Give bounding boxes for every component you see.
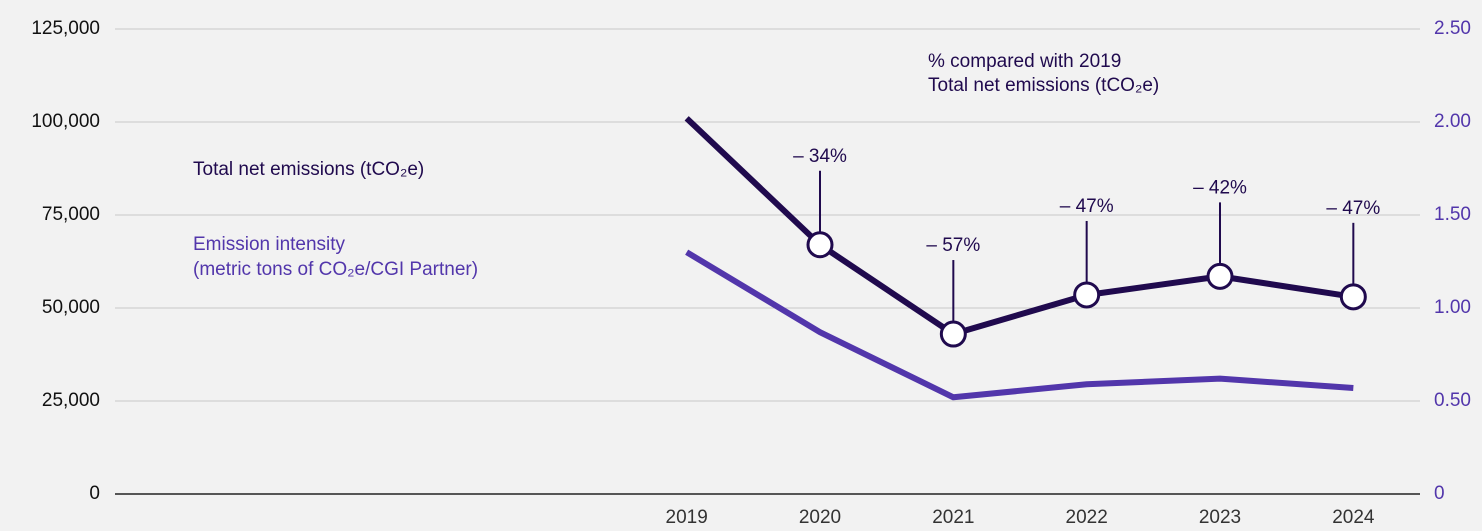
y2-tick-label: 0 — [1434, 483, 1445, 504]
x-tick-label: 2020 — [799, 507, 841, 528]
legend-label: (metric tons of CO₂e/CGI Partner) — [193, 259, 478, 280]
marker — [806, 231, 834, 259]
legend-label: Emission intensity — [193, 234, 346, 255]
change-label: – 57% — [926, 235, 980, 256]
y-tick-label: 0 — [89, 483, 100, 504]
x-tick-label: 2022 — [1066, 507, 1108, 528]
x-tick-label: 2021 — [932, 507, 974, 528]
marker — [939, 320, 967, 348]
y-tick-label: 50,000 — [42, 297, 100, 318]
y2-tick-label: 2.00 — [1434, 111, 1471, 132]
change-label: – 42% — [1193, 177, 1247, 198]
y-tick-label: 25,000 — [42, 390, 100, 411]
change-label: – 34% — [793, 146, 847, 167]
y-tick-label: 100,000 — [31, 111, 100, 132]
y2-tick-label: 2.50 — [1434, 18, 1471, 39]
y-tick-label: 125,000 — [31, 18, 100, 39]
change-label: – 47% — [1326, 198, 1380, 219]
legend-label: Total net emissions (tCO₂e) — [193, 159, 424, 180]
series-line — [684, 116, 1354, 338]
y2-tick-label: 1.50 — [1434, 204, 1471, 225]
x-tick-label: 2023 — [1199, 507, 1241, 528]
change-label: – 47% — [1060, 196, 1114, 217]
y-tick-label: 75,000 — [42, 204, 100, 225]
y2-tick-label: 1.00 — [1434, 297, 1471, 318]
x-tick-label: 2019 — [666, 507, 708, 528]
marker — [1206, 262, 1234, 290]
marker — [1073, 281, 1101, 309]
series-line — [685, 249, 1354, 401]
x-tick-label: 2024 — [1332, 507, 1375, 528]
annotation-title: % compared with 2019 — [928, 51, 1121, 72]
y2-tick-label: 0.50 — [1434, 390, 1471, 411]
marker — [1339, 283, 1367, 311]
annotation-title: Total net emissions (tCO₂e) — [928, 75, 1159, 96]
